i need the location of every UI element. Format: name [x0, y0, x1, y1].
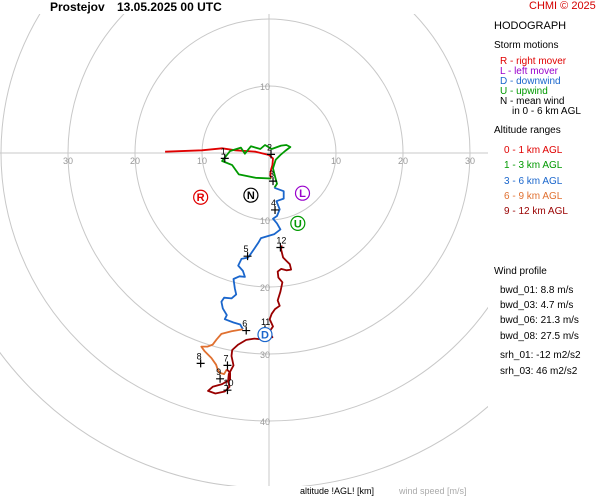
altitude-label-5: 5	[244, 244, 249, 254]
storm-motion-u: U - upwind	[500, 86, 548, 97]
storm-motion-u-label: U	[294, 218, 302, 230]
altitude-mark-9	[216, 374, 225, 383]
storm-motion-u-marker	[290, 215, 306, 231]
panel-title: HODOGRAPH	[494, 20, 567, 32]
x-tick-label: 20	[398, 156, 408, 166]
hodograph-segment-1	[165, 147, 274, 179]
y-tick-label: 30	[260, 350, 270, 360]
storm-motion-r: R - right mover	[500, 56, 567, 67]
hodograph-segment-3	[220, 186, 285, 330]
altitude-label-3: 3	[269, 169, 274, 179]
legend-panel: HODOGRAPH Storm motions R - right mover …	[488, 0, 600, 500]
altitude-mark-12	[276, 243, 285, 252]
speed-unit-label: wind speed [m/s]	[399, 486, 467, 496]
storm-motion-n-marker	[243, 187, 259, 203]
x-tick-label: 30	[465, 156, 475, 166]
datetime: 13.05.2025 00 UTC	[117, 0, 222, 14]
altitude-range-3-6: 3 - 6 km AGL	[504, 176, 563, 187]
altitude-range-6-9: 6 - 9 km AGL	[504, 191, 563, 202]
bwd-06: bwd_06: 21.3 m/s	[500, 315, 579, 326]
altitude-label-12: 12	[276, 235, 286, 245]
storm-motion-d-marker	[257, 326, 273, 343]
altitude-label-11: 11	[261, 317, 270, 327]
bwd-03: bwd_03: 4.7 m/s	[500, 300, 574, 311]
altitude-mark-7	[223, 361, 232, 370]
altitude-unit-label: altitude !AGL! [km]	[300, 486, 375, 496]
altitude-mark-2	[267, 150, 276, 159]
altitude-range-9-12: 9 - 12 km AGL	[504, 206, 568, 217]
altitude-range-1-3: 1 - 3 km AGL	[504, 160, 563, 171]
y-tick-label: 10	[260, 82, 270, 92]
storm-motion-r-marker	[193, 189, 209, 205]
wind-profile-title: Wind profile	[494, 266, 547, 277]
altitude-mark-6	[242, 326, 251, 335]
altitude-label-1: 1	[221, 146, 226, 156]
station-name: Prostejov	[50, 0, 105, 14]
altitude-label-6: 6	[242, 319, 247, 329]
x-tick-label: 10	[331, 156, 341, 166]
srh-01: srh_01: -12 m2/s2	[500, 350, 581, 361]
storm-motion-n: N - mean wind	[500, 96, 565, 107]
bwd-01: bwd_01: 8.8 m/s	[500, 285, 574, 296]
altitude-label-8: 8	[197, 351, 202, 361]
x-tick-label: 10	[197, 156, 207, 166]
storm-motion-l-marker	[294, 185, 311, 201]
hodograph-segment-2	[221, 144, 292, 189]
altitude-mark-10	[223, 386, 232, 395]
storm-motion-n-note: in 0 - 6 km AGL	[512, 106, 581, 117]
altitude-mark-4	[271, 205, 280, 214]
altitude-mark-1	[220, 154, 229, 163]
altitude-mark-3	[269, 177, 278, 186]
altitude-label-10: 10	[223, 378, 233, 388]
x-tick-label: 20	[130, 156, 140, 166]
altitude-mark-5	[243, 252, 252, 261]
altitude-label-2: 2	[267, 142, 272, 152]
altitude-mark-8	[196, 359, 205, 368]
altitude-label-7: 7	[223, 353, 228, 363]
altitude-label-4: 4	[271, 198, 276, 208]
x-tick-label: 30	[63, 156, 73, 166]
srh-03: srh_03: 46 m2/s2	[500, 366, 578, 377]
storm-motion-r-label: R	[197, 192, 205, 204]
storm-motions-title: Storm motions	[494, 40, 559, 51]
chmi-credit[interactable]: CHMI © 2025	[529, 0, 596, 12]
altitude-range-0-1: 0 - 1 km AGL	[504, 145, 563, 156]
storm-motion-n-label: N	[247, 190, 255, 202]
y-tick-label: 10	[260, 216, 270, 226]
altitude-ranges-title: Altitude ranges	[494, 125, 561, 136]
bwd-08: bwd_08: 27.5 m/s	[500, 331, 579, 342]
y-tick-label: 40	[260, 417, 270, 427]
storm-motion-l-label: L	[299, 188, 306, 200]
storm-motion-d-label: D	[261, 330, 269, 342]
altitude-label-9: 9	[216, 367, 221, 377]
storm-motion-l: L - left mover	[500, 66, 558, 77]
hodograph-segment-4	[200, 328, 244, 375]
storm-motion-d: D - downwind	[500, 76, 561, 87]
y-tick-label: 20	[260, 283, 270, 293]
